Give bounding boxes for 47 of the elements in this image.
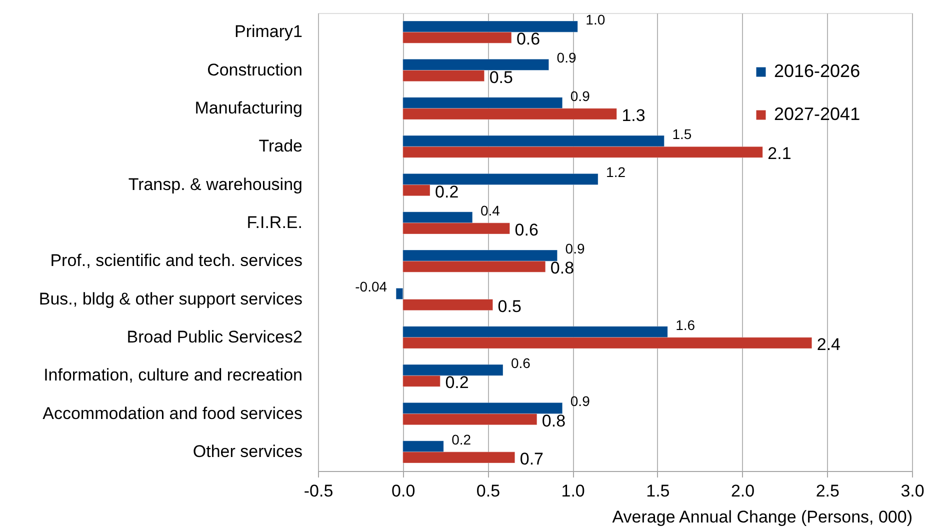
data-label: 0.6 [514, 220, 538, 240]
data-label: 0.9 [556, 50, 576, 66]
legend-label: 2016-2026 [774, 61, 860, 81]
data-label: 0.2 [452, 431, 472, 448]
y-tick-label: Broad Public Services2 [126, 327, 302, 346]
x-tick-label: 0.5 [476, 482, 500, 500]
y-tick-label: Primary1 [234, 22, 302, 42]
data-label: 0.5 [498, 296, 522, 316]
y-tick-label: Manufacturing [194, 98, 302, 118]
y-tick-label: Bus., bldg & other support services [38, 289, 302, 308]
data-label: 0.8 [550, 258, 574, 278]
data-label: -0.04 [355, 278, 388, 295]
data-label: 0.6 [510, 355, 531, 372]
data-label: 1.6 [676, 316, 696, 333]
y-tick-label: Prof., scientific and tech. services [50, 251, 302, 270]
x-axis-title: Average Annual Change (Persons, 000) [612, 508, 912, 526]
data-label: 0.8 [542, 411, 566, 430]
x-tick-label: 2.5 [816, 482, 840, 500]
data-label: 2.1 [768, 144, 792, 164]
x-tick-label: 1.0 [561, 482, 585, 500]
y-tick-label: Information, culture and recreation [44, 366, 302, 385]
x-tick-label: 3.0 [900, 482, 924, 500]
y-tick-label: Construction [207, 60, 302, 80]
data-label: 0.6 [516, 30, 540, 49]
x-tick-label: 0.0 [392, 482, 416, 500]
data-label: 0.5 [489, 68, 513, 87]
x-tick-label: 2.0 [730, 482, 755, 500]
data-label: 0.7 [520, 449, 544, 468]
y-tick-label: Accommodation and food services [42, 404, 302, 423]
data-label: 2.4 [816, 334, 841, 354]
data-label: 1.0 [586, 12, 606, 28]
data-label: 1.2 [606, 164, 626, 180]
data-label: 0.9 [565, 240, 585, 257]
y-tick-label: F.I.R.E. [246, 212, 302, 232]
data-label: 0.9 [570, 393, 590, 410]
x-tick-label: -0.5 [304, 482, 334, 500]
x-tick-label: 1.5 [646, 482, 670, 500]
data-label: 1.5 [672, 126, 692, 142]
y-tick-label: Transp. & warehousing [128, 174, 302, 194]
data-label: 0.9 [570, 88, 590, 104]
legend-label: 2027-2041 [774, 104, 860, 124]
data-label: 0.4 [480, 202, 500, 218]
data-label: 1.3 [622, 106, 646, 125]
y-tick-label: Other services [192, 442, 302, 461]
data-label: 0.2 [435, 182, 459, 202]
data-label: 0.2 [445, 373, 469, 392]
y-tick-label: Trade [258, 136, 302, 156]
